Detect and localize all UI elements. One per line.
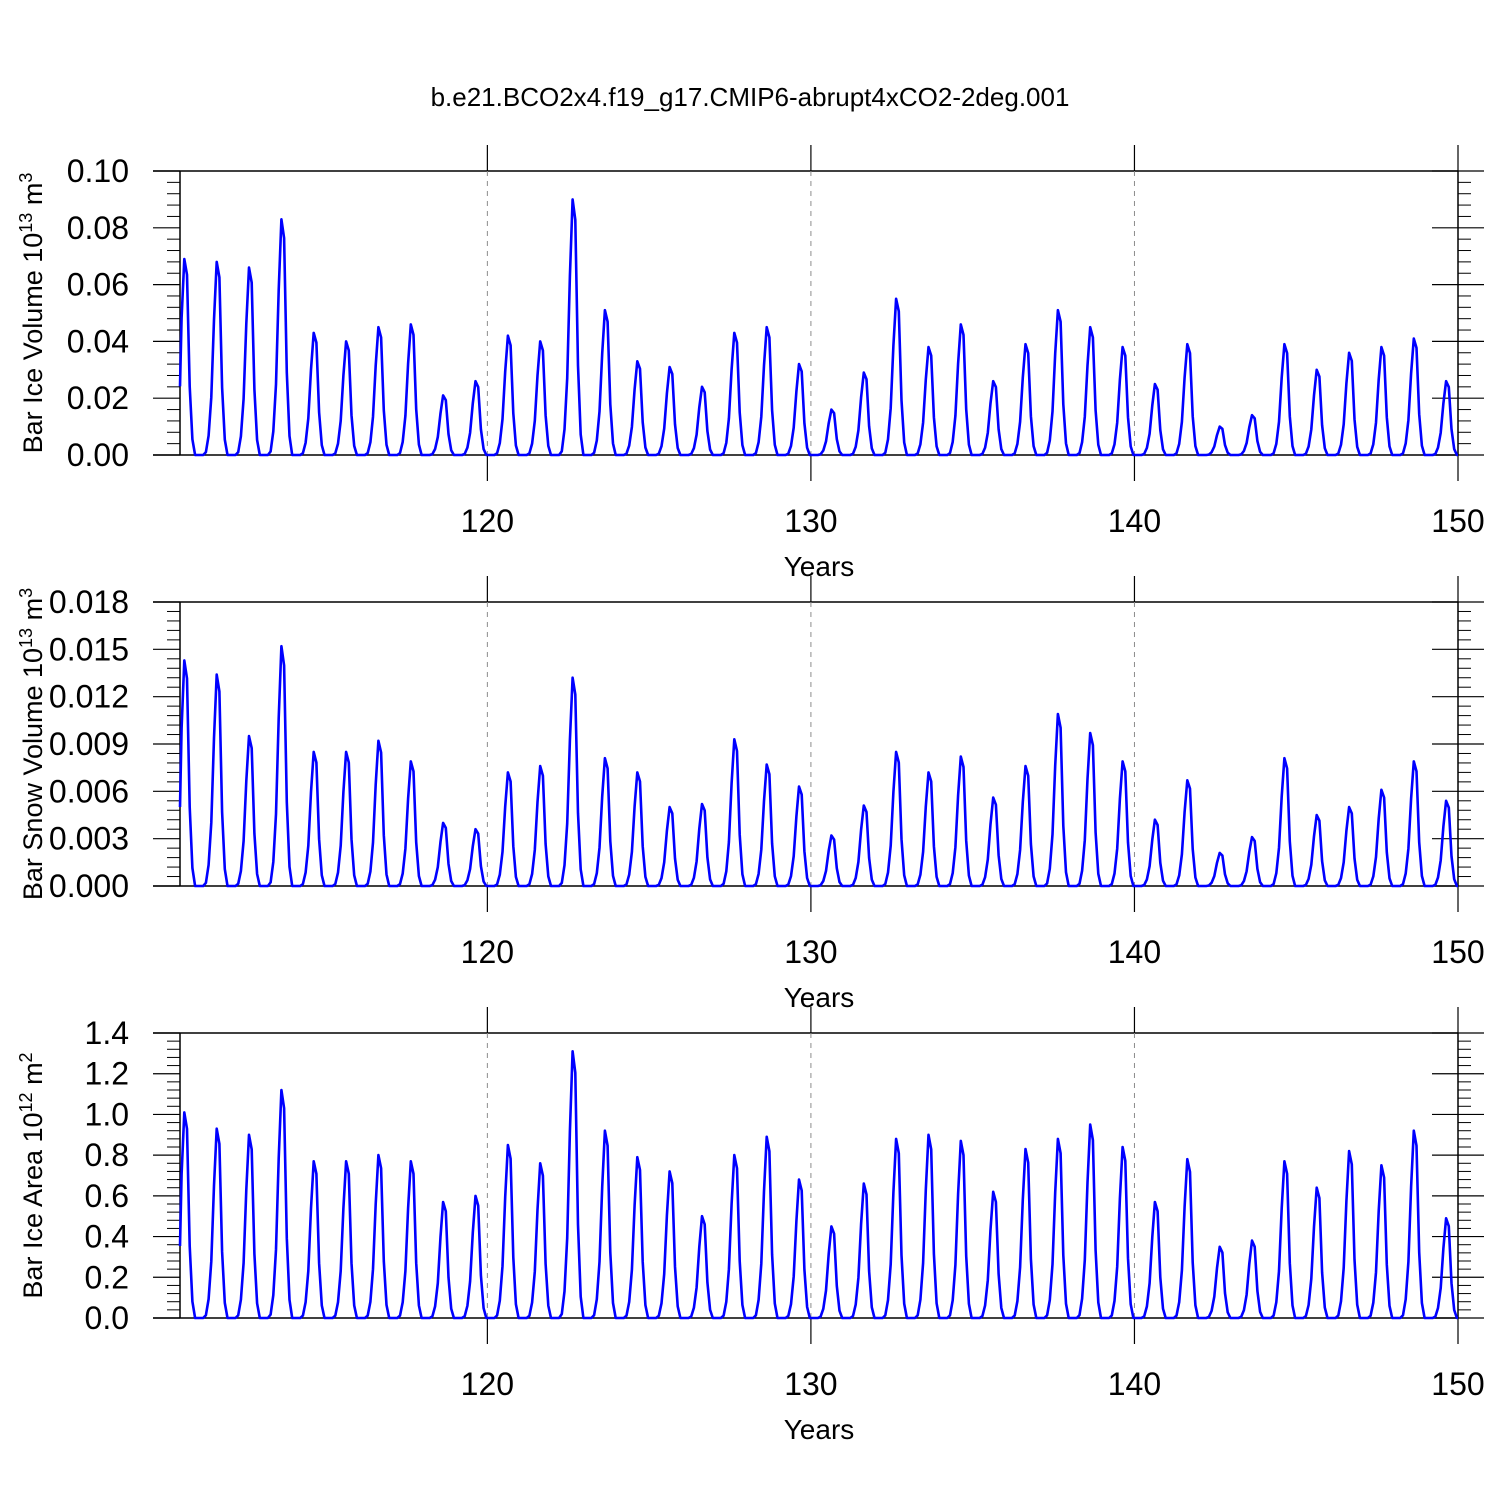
x-axis-label: Years — [784, 551, 855, 582]
x-tick-label: 130 — [784, 934, 837, 970]
y-tick-label: 1.2 — [85, 1056, 129, 1092]
y-tick-label: 0.10 — [67, 153, 129, 189]
x-tick-label: 140 — [1108, 1366, 1161, 1402]
y-tick-label: 0.012 — [49, 679, 129, 715]
series-line — [178, 198, 1459, 457]
y-tick-label: 0.02 — [67, 380, 129, 416]
y-axis-label: Bar Snow Volume 1013 m3 — [16, 588, 48, 900]
x-tick-label: 150 — [1431, 503, 1484, 539]
y-axis-label-exponent: 3 — [16, 588, 36, 598]
series-line — [178, 644, 1459, 888]
series-line — [178, 1050, 1459, 1320]
x-tick-label: 150 — [1431, 934, 1484, 970]
y-axis-label-text: m — [18, 183, 48, 213]
y-tick-label: 0.000 — [49, 868, 129, 904]
y-axis-label: Bar Ice Volume 1013 m3 — [16, 173, 48, 454]
y-tick-label: 0.0 — [85, 1300, 129, 1336]
x-tick-label: 140 — [1108, 934, 1161, 970]
panel-snow-volume: 0.000 0.003 0.006 0.009 0.012 0.015 0.018 120 13… — [16, 576, 1485, 1013]
x-tick-label: 120 — [461, 1366, 514, 1402]
y-axis-label-exponent: 2 — [16, 1052, 36, 1062]
y-axis-label: Bar Ice Area 1012 m2 — [16, 1052, 48, 1298]
y-tick-label: 0.6 — [85, 1178, 129, 1214]
y-axis-label-exponent: 13 — [16, 628, 36, 648]
y-axis-label-text: Bar Snow Volume 10 — [18, 648, 48, 900]
y-axis-label-text: m — [18, 598, 48, 628]
y-tick-label: 0.8 — [85, 1137, 129, 1173]
y-tick-label: 0.006 — [49, 773, 129, 809]
y-tick-label: 0.04 — [67, 323, 129, 359]
x-tick-label: 130 — [784, 503, 837, 539]
y-tick-label: 0.015 — [49, 631, 129, 667]
x-tick-label: 120 — [461, 503, 514, 539]
y-tick-label: 0.018 — [49, 584, 129, 620]
x-tick-label: 130 — [784, 1366, 837, 1402]
panel-ice-area: 0.0 0.2 0.4 0.6 0.8 1.0 1.2 1.4 120 130 140 150 Year… — [16, 1007, 1485, 1445]
y-axis-label-exponent: 3 — [16, 173, 36, 183]
y-tick-label: 0.06 — [67, 267, 129, 303]
x-tick-label: 140 — [1108, 503, 1161, 539]
y-axis-label-text: Bar Ice Area 10 — [18, 1112, 48, 1298]
y-axis-label-text: m — [18, 1062, 48, 1092]
x-axis-label: Years — [784, 982, 855, 1013]
y-tick-label: 1.0 — [85, 1096, 129, 1132]
y-axis-label-exponent: 13 — [16, 213, 36, 233]
y-tick-label: 0.00 — [67, 437, 129, 473]
x-tick-label: 120 — [461, 934, 514, 970]
y-tick-label: 0.2 — [85, 1259, 129, 1295]
y-axis-label-text: Bar Ice Volume 10 — [18, 233, 48, 454]
x-tick-label: 150 — [1431, 1366, 1484, 1402]
x-axis-label: Years — [784, 1414, 855, 1445]
y-axis-label-exponent: 12 — [16, 1092, 36, 1112]
y-tick-label: 0.009 — [49, 726, 129, 762]
y-tick-label: 0.003 — [49, 821, 129, 857]
figure-title: b.e21.BCO2x4.f19_g17.CMIP6-abrupt4xCO2-2… — [431, 82, 1070, 112]
y-tick-label: 1.4 — [85, 1015, 129, 1051]
panel-ice-volume: 0.00 0.02 0.04 0.06 0.08 0.10 120 130 140 150 Year… — [16, 145, 1485, 582]
y-tick-label: 0.08 — [67, 210, 129, 246]
y-tick-label: 0.4 — [85, 1219, 129, 1255]
